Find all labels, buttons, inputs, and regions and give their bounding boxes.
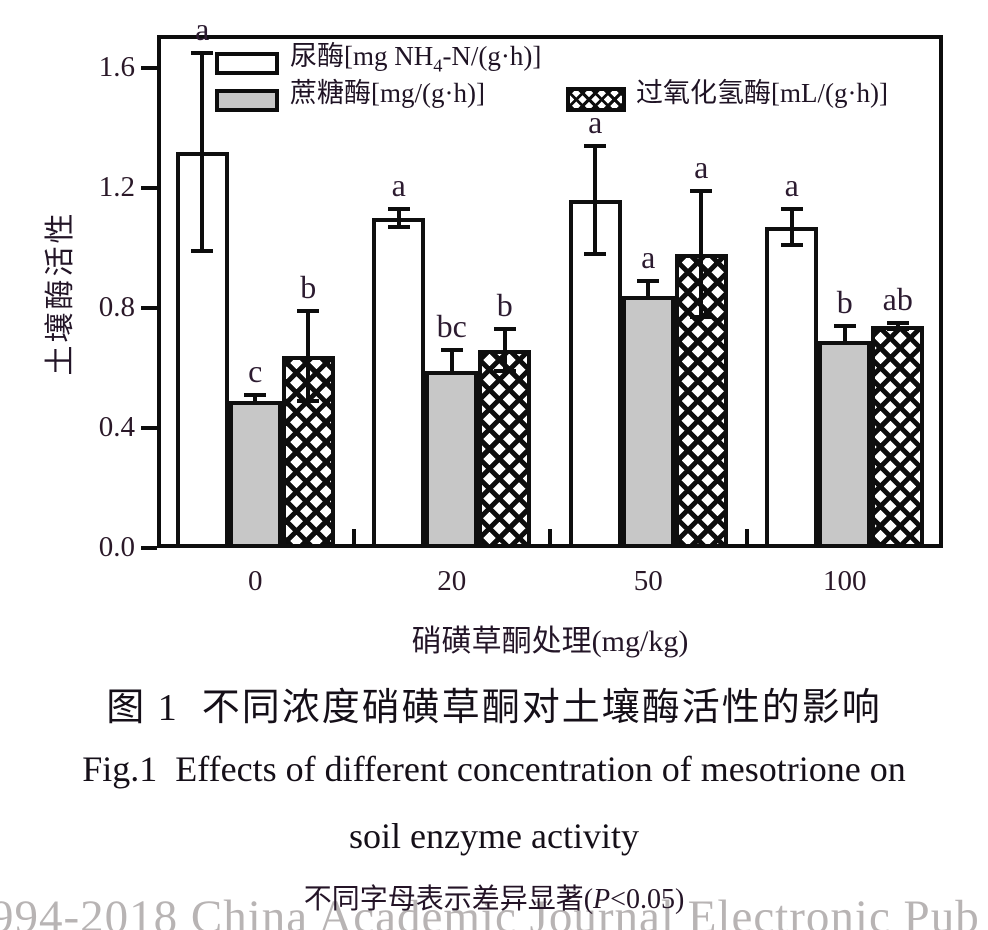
- x-axis-tick: [744, 529, 749, 544]
- bar-gray: [425, 371, 479, 548]
- x-axis-tick-label: 20: [437, 565, 467, 597]
- significance-letter: a: [641, 239, 656, 275]
- y-axis-tick: [141, 66, 157, 70]
- y-axis-tick-label: 0.0: [98, 531, 135, 563]
- error-bar-cap-top: [244, 393, 267, 397]
- significance-letter: b: [836, 284, 853, 320]
- bar-white: [372, 218, 426, 548]
- error-bar-cap-bottom: [297, 399, 320, 403]
- error-bar-cap-bottom: [387, 225, 410, 229]
- error-bar-cap-top: [297, 309, 320, 313]
- legend-urease-unit: -N/(g·h)]: [442, 41, 542, 71]
- y-axis-tick: [141, 186, 157, 190]
- y-axis-tick-label: 0.8: [98, 291, 135, 323]
- error-bar-cap-bottom: [886, 327, 909, 331]
- error-bar-cap-top: [440, 348, 463, 352]
- note-p-symbol: P: [593, 884, 611, 915]
- y-axis-tick: [141, 306, 157, 310]
- x-axis-tick: [351, 529, 356, 544]
- error-bar-cap-top: [387, 207, 410, 211]
- figure-caption-cn: 图 1 不同浓度硝磺草酮对土壤酶活性的影响: [106, 687, 882, 729]
- legend-urease-subscript: 4: [433, 55, 443, 76]
- error-bar-cap-top: [584, 144, 607, 148]
- error-bar-stem: [789, 209, 794, 245]
- bar-hatch: [871, 326, 925, 548]
- x-axis-tick-label: 100: [823, 565, 867, 597]
- y-axis-tick-label: 1.2: [98, 171, 135, 203]
- error-bar-cap-top: [493, 327, 516, 331]
- x-axis-tick-label: 50: [633, 565, 663, 597]
- bar-gray: [228, 401, 282, 548]
- journal-watermark: 994-2018 China Academic Journal Electron…: [0, 891, 980, 930]
- y-axis-tick: [141, 546, 157, 550]
- error-bar-stem: [895, 323, 900, 329]
- error-bar-stem: [306, 311, 311, 401]
- figure-caption-en-2: soil enzyme activity: [349, 816, 639, 856]
- significance-letter: b: [496, 287, 513, 323]
- error-bar-cap-top: [637, 279, 660, 283]
- legend-label-sucrase: 蔗糖酶[mg/(g·h)]: [290, 78, 485, 108]
- error-bar-cap-bottom: [584, 252, 607, 256]
- error-bar-cap-top: [780, 207, 803, 211]
- y-axis-label: 土壤酶活性: [44, 210, 77, 376]
- significance-letter: bc: [436, 308, 467, 344]
- error-bar-cap-bottom: [690, 315, 713, 319]
- significance-letter: c: [248, 353, 263, 389]
- error-bar-cap-top: [191, 51, 214, 55]
- bar-gray: [621, 296, 675, 548]
- significance-letter: a: [588, 104, 603, 140]
- error-bar-cap-top: [690, 189, 713, 193]
- error-bar-stem: [502, 329, 507, 371]
- bar-gray: [818, 341, 872, 548]
- x-axis-tick: [548, 529, 552, 544]
- significance-letter: a: [694, 149, 709, 185]
- legend-urease-text: 尿酶[mg NH: [290, 41, 434, 71]
- y-axis-tick-label: 0.4: [98, 411, 135, 443]
- error-bar-cap-bottom: [191, 249, 214, 253]
- legend-label-catalase: 过氧化氢酶[mL/(g·h)]: [636, 78, 888, 108]
- legend-label-urease: 尿酶[mg NH4-N/(g·h)]: [290, 40, 541, 77]
- error-bar-stem: [593, 146, 598, 254]
- error-bar-cap-bottom: [780, 243, 803, 247]
- legend-swatch-catalase: [566, 87, 626, 112]
- error-bar-stem: [200, 53, 205, 251]
- error-bar-stem: [396, 209, 401, 227]
- y-axis-tick-label: 1.6: [98, 51, 135, 83]
- significance-letter: b: [300, 269, 317, 305]
- significance-letter: a: [784, 167, 799, 203]
- x-axis-tick-label: 0: [248, 565, 263, 597]
- error-bar-stem: [699, 191, 704, 317]
- figure-caption-en-1: Fig.1 Effects of different concentration…: [82, 749, 906, 789]
- note-prefix: 不同字母表示差异显著(: [303, 884, 594, 915]
- significance-note: 不同字母表示差异显著(P<0.05): [0, 877, 988, 917]
- bar-white: [568, 200, 622, 548]
- significance-letter: a: [391, 167, 406, 203]
- plot-frame: [157, 35, 943, 548]
- significance-letter: a: [195, 11, 210, 47]
- error-bar-cap-top: [886, 321, 909, 325]
- significance-letter: ab: [882, 281, 913, 317]
- y-axis-tick: [141, 426, 157, 430]
- bar-hatch: [478, 350, 532, 548]
- bar-white: [765, 227, 819, 548]
- x-axis-label: 硝磺草酮处理(mg/kg): [411, 625, 689, 658]
- legend-swatch-urease: [215, 52, 279, 75]
- error-bar-cap-bottom: [493, 369, 516, 373]
- error-bar-cap-top: [833, 324, 856, 328]
- legend-swatch-sucrase: [215, 89, 279, 112]
- note-suffix: <0.05): [610, 884, 685, 915]
